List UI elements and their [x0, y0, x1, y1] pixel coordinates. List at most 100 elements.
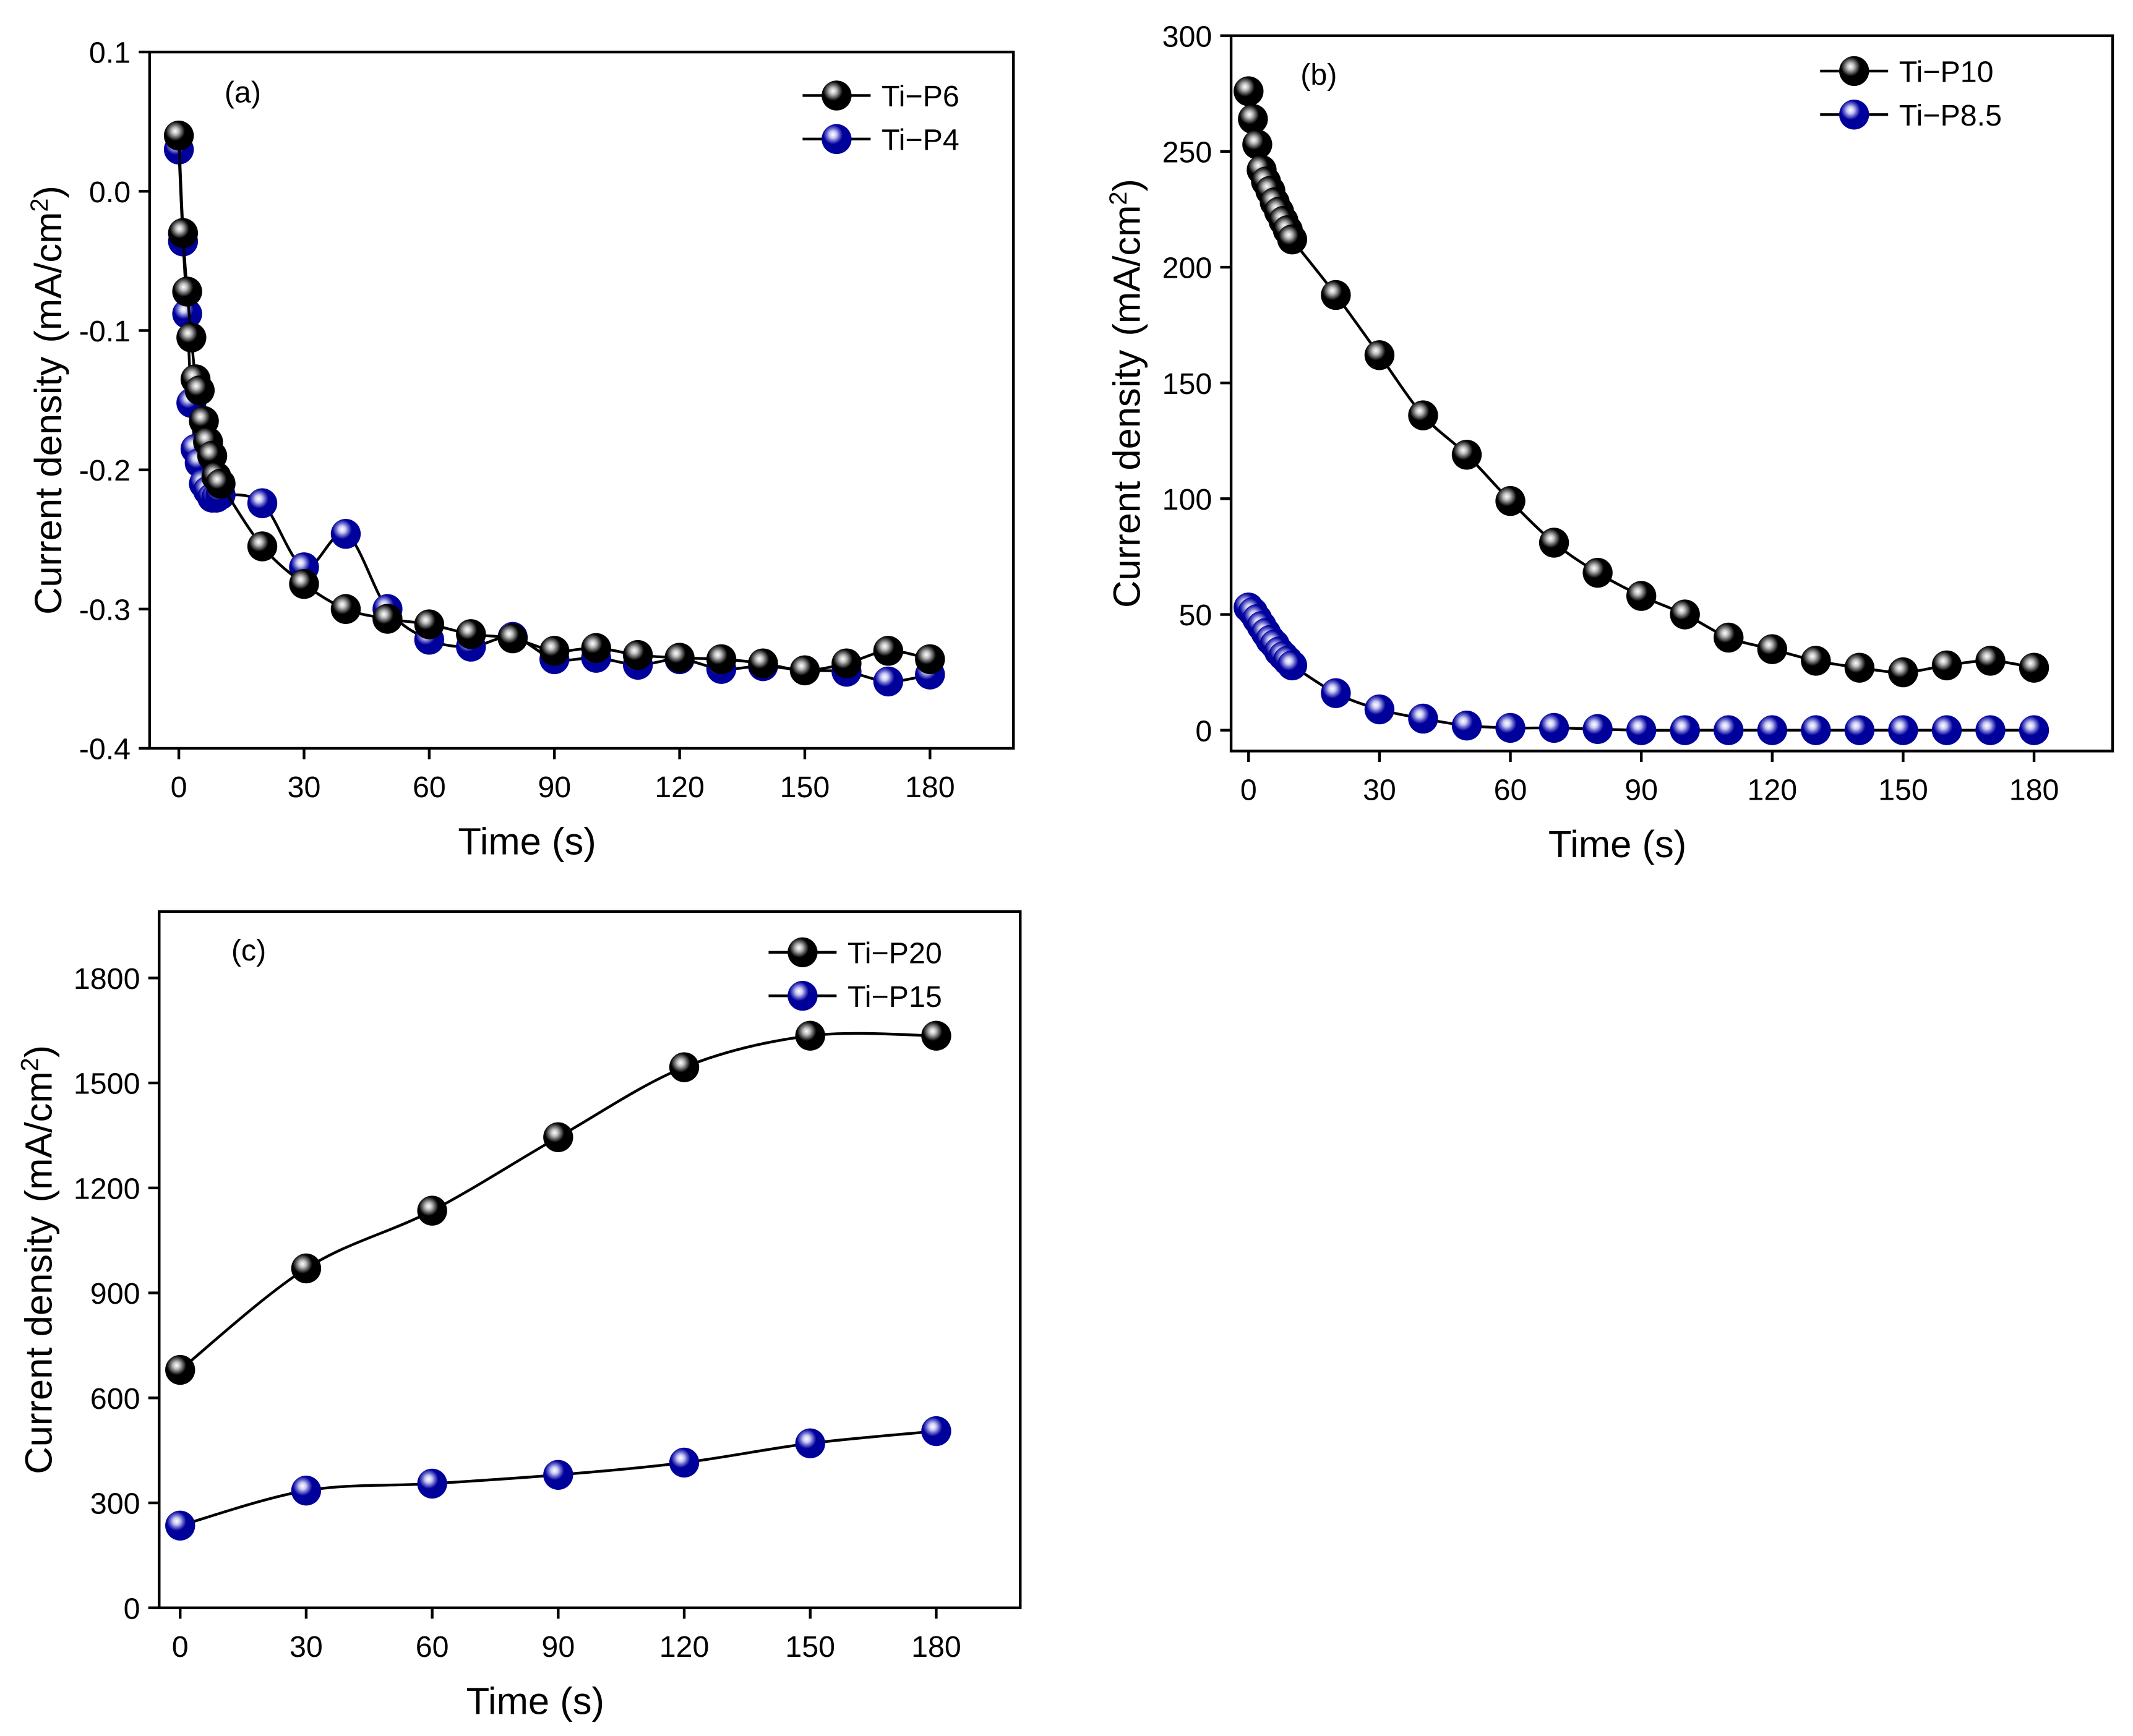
y-tick-label: -0.3 — [79, 593, 131, 626]
data-point — [1495, 712, 1526, 743]
x-tick-label: 60 — [413, 771, 446, 804]
y-axis-label-sup: 2 — [1105, 192, 1132, 205]
data-point — [789, 655, 820, 686]
y-tick-label: 1200 — [74, 1172, 140, 1205]
data-point — [372, 604, 403, 634]
data-point — [1364, 340, 1395, 370]
x-tick-label: 150 — [780, 771, 830, 804]
data-point — [1321, 280, 1351, 310]
data-point — [1234, 76, 1264, 106]
y-axis-label-sup: 2 — [17, 1058, 44, 1071]
data-point — [1801, 646, 1831, 676]
x-tick-label: 30 — [1363, 774, 1396, 807]
y-axis-label-unit: (mA/cm — [1106, 205, 1149, 336]
legend-marker — [1839, 56, 1869, 87]
data-point — [1670, 599, 1700, 630]
x-tick-label: 180 — [2009, 774, 2059, 807]
data-point — [539, 636, 570, 666]
data-point — [1582, 714, 1613, 745]
x-axis-label: Time (s) — [466, 1680, 604, 1722]
y-tick-label: 50 — [1178, 599, 1212, 632]
data-point — [1888, 657, 1918, 688]
plot-frame — [158, 910, 1022, 1609]
x-axis-label: Time (s) — [1548, 823, 1686, 866]
data-point — [1582, 557, 1613, 588]
x-tick-label: 120 — [1747, 774, 1797, 807]
panel-a: 0 30 60 90 120 150 180 0.1 0.0 -0.1 -0.2 -0.3 -0.4 Ti… — [26, 36, 1015, 863]
x-tick-label: 180 — [905, 771, 955, 804]
data-point — [1844, 715, 1875, 745]
y-axis-label: Current density (mA/cm2) — [26, 186, 70, 615]
legend-marker — [822, 124, 852, 155]
x-tick-label: 0 — [172, 1630, 189, 1664]
y-axis-label-unit: (mA/cm — [18, 1071, 61, 1202]
x-axis-label: Time (s) — [458, 821, 596, 863]
data-point — [2019, 652, 2049, 683]
y-tick-label: 0.1 — [89, 36, 131, 70]
data-point — [1277, 224, 1308, 255]
legend-marker — [822, 80, 852, 111]
panel-label: (b) — [1300, 58, 1337, 92]
data-point — [1714, 622, 1744, 653]
y-tick-label: 900 — [90, 1277, 140, 1311]
data-point — [748, 648, 778, 678]
data-point — [795, 1020, 825, 1051]
legend-marker — [1839, 100, 1869, 130]
y-axis-label-main: Current density — [27, 356, 70, 615]
data-point — [831, 648, 862, 678]
y-tick-label: 0 — [124, 1592, 140, 1625]
data-point — [1626, 715, 1657, 745]
y-tick-label: 1800 — [74, 962, 140, 996]
y-axis-label-main: Current density — [1106, 349, 1149, 608]
data-point — [165, 1510, 195, 1541]
legend-label: Ti−P10 — [1899, 55, 1994, 88]
data-point — [1757, 634, 1787, 664]
data-point — [205, 468, 236, 499]
x-tick-label: 90 — [1624, 774, 1658, 807]
data-point — [456, 619, 486, 649]
legend-label: Ti−P6 — [882, 80, 959, 113]
data-point — [184, 375, 215, 406]
legend-label: Ti−P20 — [848, 936, 942, 970]
data-point — [1975, 646, 2006, 676]
y-axis-label-main: Current density — [18, 1216, 61, 1474]
x-tick-label: 60 — [1494, 774, 1527, 807]
data-point — [543, 1460, 573, 1490]
data-point — [795, 1428, 825, 1459]
data-point — [1757, 715, 1787, 745]
y-tick-label: 300 — [1162, 20, 1212, 53]
data-point — [1451, 440, 1482, 470]
data-point — [168, 218, 199, 249]
data-point — [1495, 485, 1526, 516]
y-tick-label: 600 — [90, 1382, 140, 1416]
data-point — [176, 322, 207, 353]
data-point — [706, 644, 737, 675]
x-tick-label: 30 — [288, 771, 321, 804]
legend-marker — [788, 937, 818, 968]
data-point — [163, 121, 194, 151]
data-point — [1539, 712, 1569, 743]
data-point — [1242, 129, 1273, 160]
x-tick-label: 180 — [911, 1630, 961, 1664]
x-tick-label: 90 — [541, 1630, 575, 1664]
data-point — [172, 276, 202, 307]
y-tick-label: 250 — [1162, 135, 1212, 169]
data-point — [873, 666, 904, 697]
legend-label: Ti−P15 — [848, 980, 942, 1014]
data-point — [1364, 694, 1395, 725]
data-point — [247, 531, 278, 562]
legend-marker — [788, 981, 818, 1011]
data-point — [1238, 104, 1268, 134]
y-tick-label: 1500 — [74, 1067, 140, 1101]
data-point — [1277, 650, 1308, 681]
x-tick-label: 0 — [1240, 774, 1257, 807]
x-tick-label: 0 — [171, 771, 187, 804]
data-point — [289, 569, 319, 599]
plot-frame — [148, 50, 1015, 750]
data-point — [664, 643, 695, 673]
data-point — [291, 1476, 322, 1506]
data-point — [669, 1052, 700, 1082]
data-point — [873, 636, 904, 666]
data-point — [1975, 715, 2006, 745]
